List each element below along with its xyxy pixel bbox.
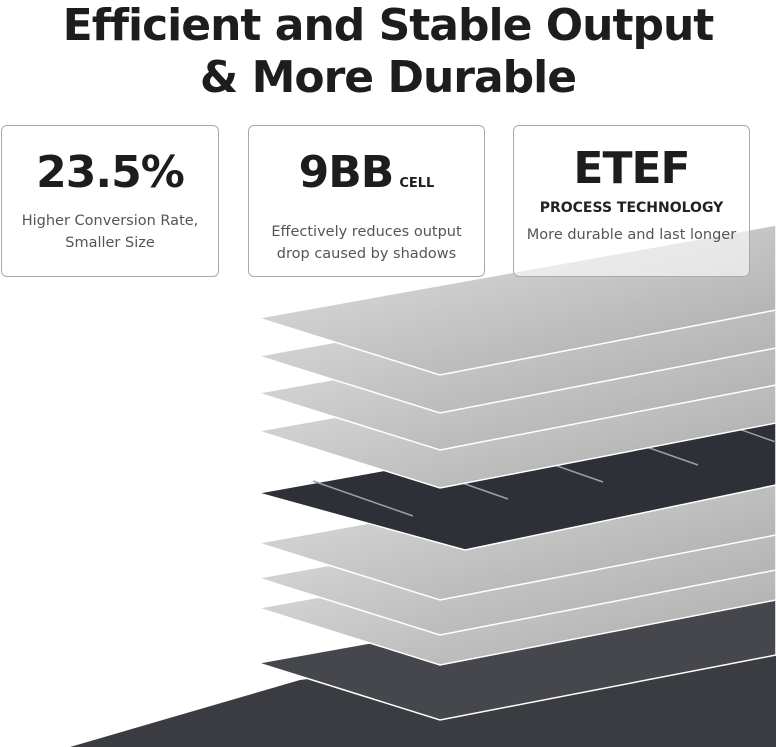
headline-line-2: & More Durable <box>199 52 577 103</box>
feature-desc: Higher Conversion Rate, <box>21 213 199 229</box>
feature-value: 23.5% <box>36 147 185 198</box>
feature-subtitle: PROCESS TECHNOLOGY <box>539 200 724 216</box>
headline-line-1: Efficient and Stable Output <box>62 0 715 51</box>
cell-grid-line <box>312 480 414 517</box>
feature-value: ETEF <box>573 143 690 194</box>
feature-desc: Smaller Size <box>65 235 155 251</box>
feature-card-9bb: 9BB CELL Effectively reduces output drop c… <box>248 125 485 277</box>
feature-card-conversion: 23.5% Higher Conversion Rate, Smaller Siz… <box>1 125 219 277</box>
feature-card-etef: ETEF PROCESS TECHNOLOGY More durable and… <box>513 125 750 277</box>
feature-desc: More durable and last longer <box>526 227 737 243</box>
feature-desc: drop caused by shadows <box>276 246 457 262</box>
feature-suffix: CELL <box>399 176 435 191</box>
feature-desc: Effectively reduces output <box>271 224 462 240</box>
feature-value: 9BB <box>298 147 395 198</box>
